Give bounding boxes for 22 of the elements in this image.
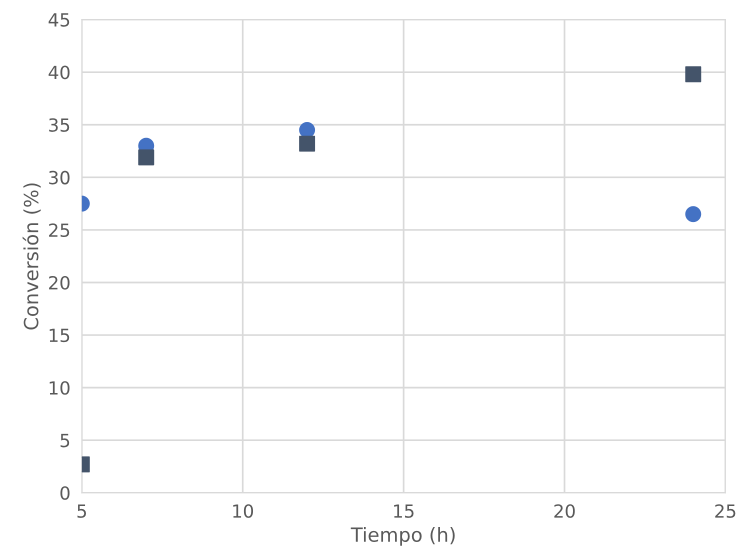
y-tick-label: 45 bbox=[48, 13, 70, 27]
x-tick-label: 15 bbox=[394, 504, 414, 518]
x-axis-title: Tiempo (h) bbox=[350, 526, 455, 546]
x-tick-label: 10 bbox=[233, 504, 254, 518]
y-tick-label: 30 bbox=[49, 170, 70, 184]
point bbox=[685, 66, 702, 82]
point bbox=[685, 206, 702, 222]
point bbox=[299, 122, 316, 138]
x-tick-label: 25 bbox=[715, 504, 736, 518]
y-tick-label: 40 bbox=[48, 66, 70, 80]
y-tick-label: 10 bbox=[50, 381, 70, 395]
x-tick-label: 20 bbox=[554, 504, 575, 518]
y-tick-label: 0 bbox=[60, 486, 70, 500]
point bbox=[138, 149, 154, 166]
y-tick-label: 25 bbox=[49, 223, 70, 238]
y-axis-title: Conversión (%) bbox=[22, 183, 41, 330]
y-tick-label: 35 bbox=[49, 118, 70, 132]
y-tick-label: 5 bbox=[60, 434, 70, 448]
y-tick-label: 15 bbox=[50, 328, 70, 342]
y-tick-label: 20 bbox=[49, 276, 70, 290]
x-tick-label: 5 bbox=[77, 504, 86, 518]
point bbox=[299, 136, 316, 152]
